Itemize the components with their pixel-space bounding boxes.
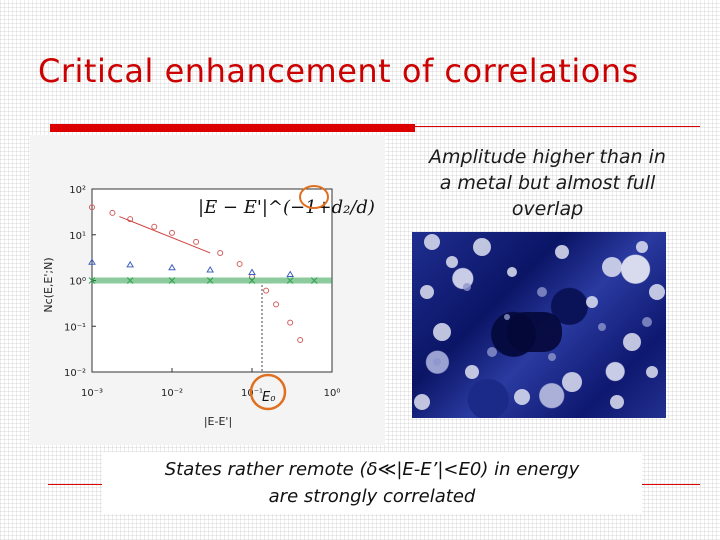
- title-rule-thin: [415, 126, 700, 127]
- grid: [91, 188, 333, 373]
- y-tick-label: 10¹: [69, 231, 86, 242]
- y-tick-label: 10⁻²: [64, 368, 86, 379]
- data-point: [109, 209, 116, 216]
- x-tick-label: 10⁰: [324, 388, 341, 399]
- caption-line: a metal but almost full: [439, 172, 656, 194]
- e0-label: E₀: [262, 390, 276, 405]
- x-tick-label: 10⁻³: [81, 388, 103, 399]
- data-point: [263, 287, 270, 294]
- data-marks: [88, 204, 332, 344]
- data-point: [88, 258, 96, 265]
- data-point: [236, 260, 243, 267]
- bottom-rule-right: [640, 484, 700, 485]
- data-point: [206, 265, 215, 273]
- y-axis-label: Nc(E,E';N): [42, 257, 55, 312]
- correlation-plot: 10² 10¹ 10⁰ 10⁻¹ 10⁻² 10⁻³ 10⁻² 10⁻¹ 10⁰ Nc(E,E'…: [30, 135, 385, 445]
- data-point: [273, 301, 280, 308]
- y-tick-label: 10⁻¹: [64, 322, 86, 333]
- data-point: [168, 263, 176, 271]
- data-point: [217, 249, 224, 256]
- caption: Amplitude higher than in a metal but alm…: [405, 144, 690, 222]
- fractal-pattern: [414, 234, 665, 410]
- bottom-statement: States rather remote (δ≪|E-E’|<E0) in en…: [102, 456, 642, 510]
- data-point: [193, 238, 200, 245]
- bottom-text-box: [102, 452, 642, 514]
- data-point: [151, 223, 158, 230]
- data-point: [248, 277, 256, 284]
- x-tick-label: 10⁻²: [161, 388, 183, 399]
- data-point: [126, 260, 135, 268]
- data-point: [206, 277, 214, 284]
- caption-line: Amplitude higher than in: [429, 146, 666, 168]
- data-point: [169, 229, 175, 236]
- data-point: [310, 277, 318, 284]
- fit-line: [119, 216, 211, 254]
- bottom-line: are strongly correlated: [268, 486, 476, 507]
- data-point: [287, 319, 294, 326]
- flat-band: [92, 277, 332, 284]
- bottom-rule-left: [48, 484, 104, 485]
- data-point: [168, 277, 176, 284]
- data-point: [286, 270, 295, 278]
- caption-line: overlap: [511, 198, 584, 220]
- data-point: [248, 268, 256, 275]
- data-point: [89, 204, 95, 211]
- data-point: [297, 337, 304, 344]
- x-axis-label: |E-E'|: [204, 415, 232, 428]
- y-tick-label: 10²: [69, 185, 86, 196]
- title-rule-thick: [50, 124, 415, 132]
- formula-text: |E − E'|^(−1+d₂/d): [198, 197, 375, 218]
- e0-highlight-circle: [249, 373, 287, 411]
- exponent-highlight-circle: [299, 185, 329, 209]
- y-tick-label: 10⁰: [69, 277, 86, 288]
- formula-annotation: |E − E'|^(−1+d₂/d): [196, 185, 375, 221]
- slide-title: Critical enhancement of correlations: [38, 52, 639, 90]
- data-point: [127, 216, 134, 223]
- bottom-line: States rather remote (δ≪|E-E’|<E0) in en…: [164, 459, 580, 480]
- multifractal-eigenstate-image: [412, 232, 666, 418]
- data-point: [126, 277, 134, 284]
- data-point: [88, 277, 96, 284]
- data-point: [286, 277, 294, 284]
